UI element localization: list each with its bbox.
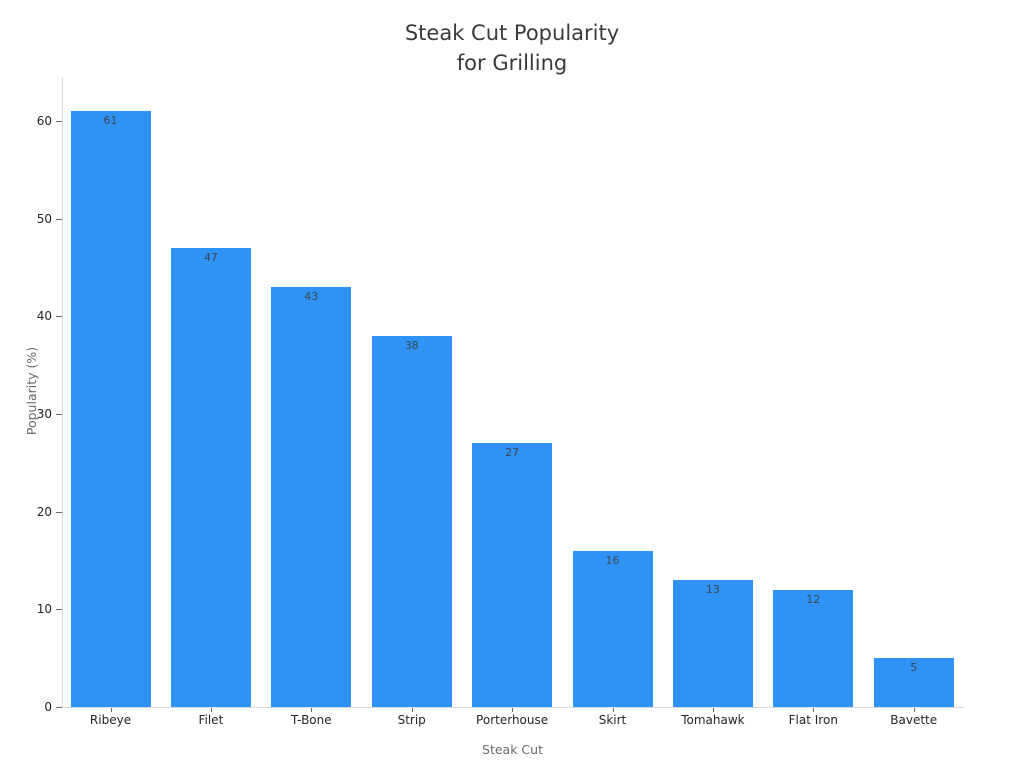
bar-value-label: 27 [505, 446, 520, 460]
x-axis-tick [210, 708, 212, 712]
y-tick-label: 50 [36, 211, 52, 226]
x-axis-tick [712, 708, 714, 712]
y-tick-label: 60 [36, 113, 52, 128]
y-tick-label: 10 [36, 602, 52, 617]
bar-value-label: 38 [404, 338, 419, 352]
bar [873, 658, 954, 707]
x-axis-title: Steak Cut [482, 742, 543, 757]
bar-value-label: 12 [806, 592, 821, 606]
bar [572, 550, 653, 707]
x-tick-label: Strip [397, 713, 426, 727]
bar [170, 247, 251, 707]
y-axis-tick [56, 120, 62, 122]
bar [672, 580, 753, 707]
bar-value-label: 16 [605, 553, 620, 567]
x-tick-label: Ribeye [89, 713, 132, 727]
x-tick-label: Tomahawk [681, 713, 745, 727]
x-axis-tick [813, 708, 815, 712]
y-axis-tick [56, 316, 62, 318]
x-axis-tick [512, 708, 514, 712]
x-tick-label: Filet [198, 713, 224, 727]
bar-value-label: 13 [705, 583, 720, 597]
y-axis-tick [56, 218, 62, 220]
y-tick-label: 0 [44, 700, 52, 714]
x-axis-tick [913, 708, 915, 712]
bar [70, 111, 151, 707]
y-axis-tick [56, 707, 62, 708]
chart-title: Steak Cut Popularity for Grilling [404, 21, 620, 75]
plot-area: 61 Ribeye 47 Filet 43 T-Bone 38 Strip 27 Porterho… [37, 77, 964, 727]
bar [371, 335, 452, 707]
x-tick-label: Porterhouse [476, 713, 549, 727]
bar-value-label: 61 [103, 114, 118, 128]
bar-value-label: 47 [203, 250, 218, 264]
y-axis-tick [56, 511, 62, 513]
bar-value-label: 43 [304, 290, 319, 303]
x-tick-label: Skirt [598, 713, 627, 727]
x-tick-label: Bavette [890, 713, 938, 727]
x-tick-label: T-Bone [290, 713, 332, 727]
y-tick-label: 40 [36, 309, 52, 324]
y-tick-label: 30 [36, 406, 52, 421]
x-tick-label: Flat Iron [788, 713, 838, 727]
bar [472, 443, 553, 707]
x-axis-tick [411, 708, 413, 712]
y-tick-label: 20 [36, 504, 52, 519]
bar [773, 589, 854, 707]
y-axis-tick [56, 609, 62, 611]
y-axis-tick [56, 413, 62, 415]
bar-value-label: 5 [910, 661, 918, 675]
x-axis-tick [311, 708, 313, 712]
x-axis-tick [110, 708, 112, 712]
bar [271, 287, 352, 707]
x-axis-tick [612, 708, 614, 712]
